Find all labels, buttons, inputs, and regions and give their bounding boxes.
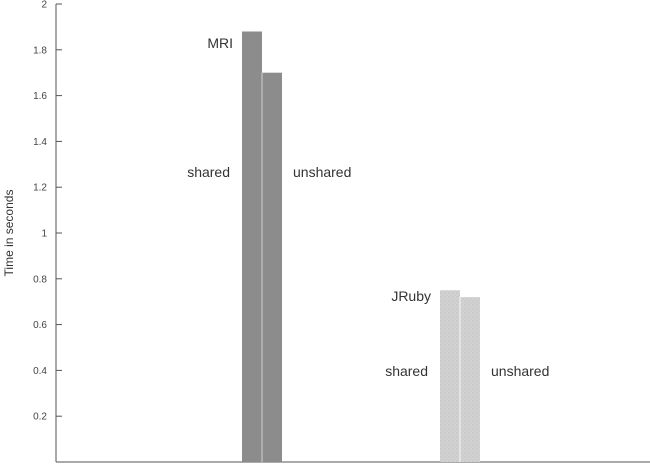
y-tick-label: 0.2 bbox=[33, 412, 47, 423]
bar-label-mri-unshared: unshared bbox=[293, 164, 351, 180]
y-tick-label: 1.2 bbox=[33, 183, 47, 194]
y-tick-label: 1.8 bbox=[33, 45, 47, 56]
bar-jruby-shared bbox=[440, 290, 460, 462]
y-tick-label: 0.6 bbox=[33, 320, 47, 331]
y-tick-label: 1.4 bbox=[33, 137, 47, 148]
bar-mri-shared bbox=[242, 31, 262, 462]
group-label-jruby: JRuby bbox=[391, 288, 431, 304]
bar-mri-unshared bbox=[262, 72, 282, 462]
bar-label-jruby-shared: shared bbox=[385, 363, 428, 379]
y-tick-label: 0.8 bbox=[33, 274, 47, 285]
bar-label-jruby-unshared: unshared bbox=[491, 363, 549, 379]
group-label-mri: MRI bbox=[207, 35, 233, 51]
y-tick-label: 0.4 bbox=[33, 366, 47, 377]
y-tick-label: 2 bbox=[41, 0, 47, 11]
bar-jruby-unshared bbox=[460, 297, 480, 462]
y-tick-label: 1.6 bbox=[33, 91, 47, 102]
bar-label-mri-shared: shared bbox=[187, 164, 230, 180]
y-axis-label: Time in seconds bbox=[2, 190, 16, 277]
y-tick-label: 1 bbox=[41, 229, 47, 240]
